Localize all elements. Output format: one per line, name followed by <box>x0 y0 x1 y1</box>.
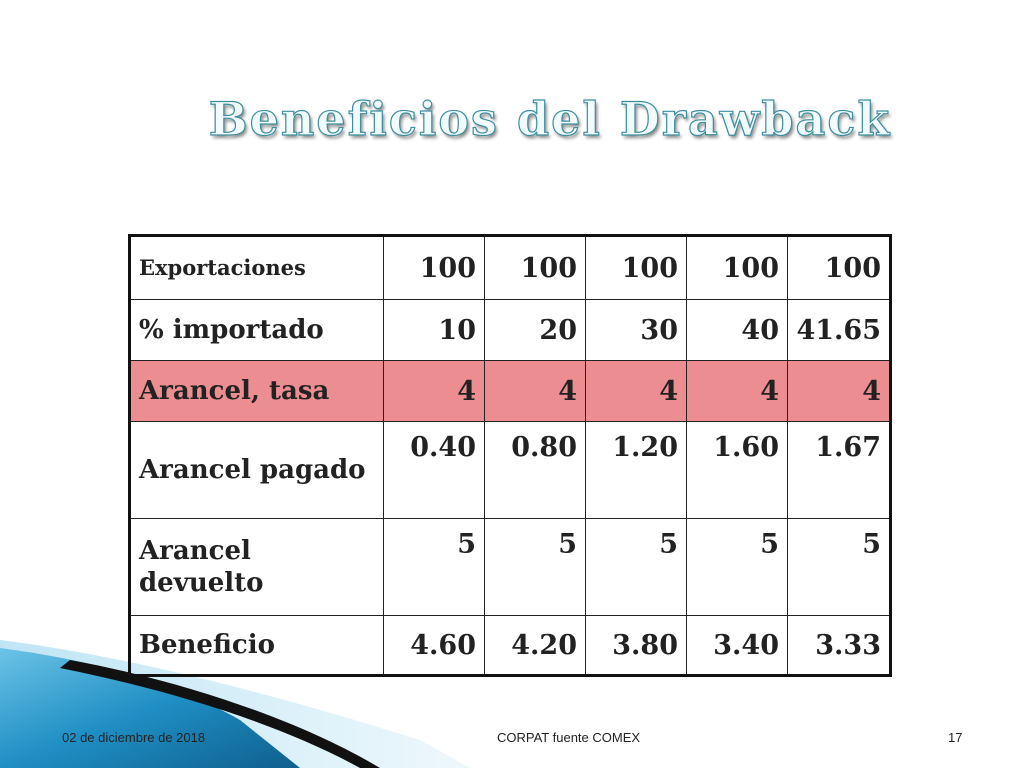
table-cell: 100 <box>383 235 485 300</box>
table-cell: 30 <box>585 299 687 361</box>
row-label: Arancel devuelto <box>129 518 384 616</box>
table-cell: 0.80 <box>484 421 586 519</box>
table-cell: 100 <box>787 235 891 300</box>
table-cell: 0.40 <box>383 421 485 519</box>
table-row-highlighted: Arancel, tasa 4 4 4 4 4 <box>129 360 891 422</box>
table-cell: 3.40 <box>686 615 788 676</box>
row-label: Exportaciones <box>129 235 384 300</box>
table-cell: 5 <box>686 518 788 616</box>
table-cell: 4.20 <box>484 615 586 676</box>
drawback-table: Exportaciones 100 100 100 100 100 % impo… <box>128 234 892 677</box>
table-cell: 1.20 <box>585 421 687 519</box>
row-label: % importado <box>129 299 384 361</box>
table-cell: 1.60 <box>686 421 788 519</box>
table-cell: 3.80 <box>585 615 687 676</box>
table-row: Beneficio 4.60 4.20 3.80 3.40 3.33 <box>129 615 891 676</box>
table-cell: 100 <box>484 235 586 300</box>
table-cell: 1.67 <box>787 421 891 519</box>
row-label: Beneficio <box>129 615 384 676</box>
table-cell: 100 <box>686 235 788 300</box>
row-label: Arancel pagado <box>129 421 384 519</box>
table-cell: 4 <box>585 360 687 422</box>
table-row: Arancel devuelto 5 5 5 5 5 <box>129 518 891 616</box>
footer-date: 02 de diciembre de 2018 <box>62 730 206 745</box>
table-row: Exportaciones 100 100 100 100 100 <box>129 235 891 300</box>
table-cell: 4 <box>383 360 485 422</box>
table-cell: 10 <box>383 299 485 361</box>
table-cell: 4 <box>686 360 788 422</box>
table-row: % importado 10 20 30 40 41.65 <box>129 299 891 361</box>
table-cell: 5 <box>585 518 687 616</box>
footer-source: CORPAT fuente COMEX <box>497 730 641 745</box>
table-cell: 20 <box>484 299 586 361</box>
table-cell: 40 <box>686 299 788 361</box>
table-row: Arancel pagado 0.40 0.80 1.20 1.60 1.67 <box>129 421 891 519</box>
table-cell: 41.65 <box>787 299 891 361</box>
row-label: Arancel, tasa <box>129 360 384 422</box>
table-cell: 3.33 <box>787 615 891 676</box>
table-cell: 5 <box>383 518 485 616</box>
page-number: 17 <box>948 730 963 745</box>
table-cell: 4.60 <box>383 615 485 676</box>
table-cell: 5 <box>484 518 586 616</box>
table-cell: 4 <box>787 360 891 422</box>
table-cell: 100 <box>585 235 687 300</box>
table-cell: 4 <box>484 360 586 422</box>
table-cell: 5 <box>787 518 891 616</box>
slide-title: Beneficios del Drawback <box>208 91 892 146</box>
